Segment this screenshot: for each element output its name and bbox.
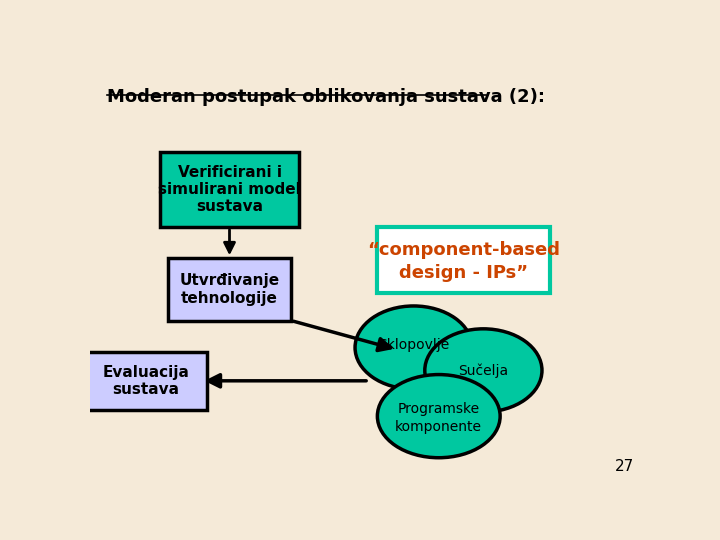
Text: Utvrđivanje
tehnologije: Utvrđivanje tehnologije <box>179 273 279 306</box>
FancyBboxPatch shape <box>84 352 207 410</box>
Text: Evaluacija
sustava: Evaluacija sustava <box>102 364 189 397</box>
FancyBboxPatch shape <box>168 258 291 321</box>
Text: 27: 27 <box>615 460 634 474</box>
Text: “component-based: “component-based <box>367 241 560 259</box>
Ellipse shape <box>355 306 472 389</box>
Text: design - IPs”: design - IPs” <box>400 264 528 282</box>
Text: Moderan postupak oblikovanja sustava (2):: Moderan postupak oblikovanja sustava (2)… <box>107 87 545 106</box>
Text: Programske
komponente: Programske komponente <box>395 402 482 434</box>
FancyBboxPatch shape <box>377 227 550 294</box>
Ellipse shape <box>425 329 542 412</box>
FancyBboxPatch shape <box>160 152 300 227</box>
Text: Sklopovlje: Sklopovlje <box>378 339 449 353</box>
Ellipse shape <box>377 375 500 458</box>
Text: Verificirani i
simulirani model
sustava: Verificirani i simulirani model sustava <box>158 165 301 214</box>
Text: Sučelja: Sučelja <box>459 363 508 377</box>
